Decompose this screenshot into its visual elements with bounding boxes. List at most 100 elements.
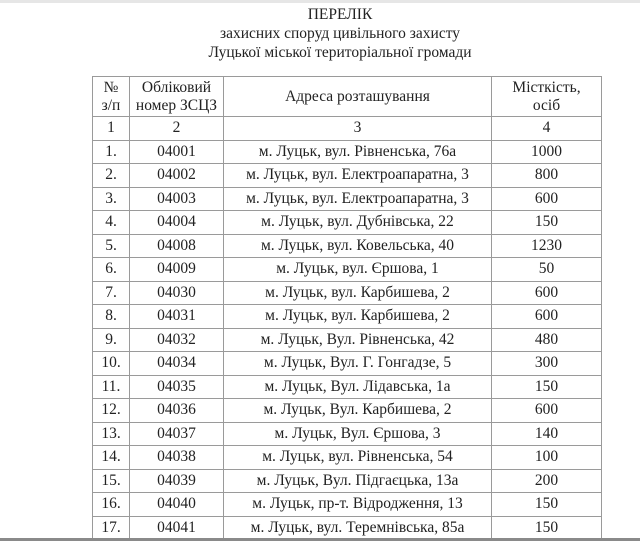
header-line: Адреса розташування — [285, 87, 430, 105]
address: м. Луцьк, вул. Карбишева, 2 — [223, 304, 492, 329]
table-row: 5. 04008 м. Луцьк, вул. Ковельська, 40 1230 — [92, 233, 602, 258]
table-row: 3. 04003 м. Луцьк, вул. Електроапаратна, 3… — [92, 186, 602, 211]
registry-number: 04041 — [129, 515, 224, 540]
registry-number: 04004 — [129, 210, 224, 235]
table-row: 10. 04034 м. Луцьк, Вул. Г. Гонгадзе, 5 300 — [92, 351, 602, 376]
registry-number: 04030 — [129, 280, 224, 305]
capacity: 300 — [491, 351, 602, 376]
registry-number: 04038 — [129, 445, 224, 470]
header-line: осіб — [532, 96, 561, 114]
shelters-table: № з/п Обліковий номер ЗСЦЗ Адреса розташуван… — [92, 76, 602, 540]
row-number: 5. — [92, 233, 130, 258]
table-row: 15. 04039 м. Луцьк, Вул. Підгаєцька, 13а 20… — [92, 468, 602, 493]
table-row: 6. 04009 м. Луцьк, вул. Єршова, 1 50 — [92, 257, 602, 282]
registry-number: 04040 — [129, 492, 224, 517]
address: м. Луцьк, вул. Теремнівська, 85а — [223, 515, 492, 540]
address: м. Луцьк, пр-т. Відродження, 13 — [223, 492, 492, 517]
row-number: 13. — [92, 421, 130, 446]
table-row: 9. 04032 м. Луцьк, Вул. Рівненська, 42 480 — [92, 327, 602, 352]
address: м. Луцьк, вул. Ковельська, 40 — [223, 233, 492, 258]
address: м. Луцьк, Вул. Карбишева, 2 — [223, 398, 492, 423]
row-number: 6. — [92, 257, 130, 282]
address: м. Луцьк, вул. Рівненська, 54 — [223, 445, 492, 470]
registry-number: 04037 — [129, 421, 224, 446]
address: м. Луцьк, вул. Електроапаратна, 3 — [223, 186, 492, 211]
address: м. Луцьк, вул. Єршова, 1 — [223, 257, 492, 282]
header-line: з/п — [101, 96, 121, 114]
column-number: 2 — [129, 116, 224, 141]
capacity: 600 — [491, 304, 602, 329]
capacity: 100 — [491, 445, 602, 470]
table-row: 11. 04035 м. Луцьк, Вул. Лідавська, 1а 150 — [92, 374, 602, 399]
row-number: 8. — [92, 304, 130, 329]
row-number: 17. — [92, 515, 130, 540]
registry-number: 04003 — [129, 186, 224, 211]
address: м. Луцьк, вул. Рівненська, 76а — [223, 139, 492, 164]
capacity: 150 — [491, 492, 602, 517]
capacity: 150 — [491, 210, 602, 235]
row-number: 16. — [92, 492, 130, 517]
registry-number: 04036 — [129, 398, 224, 423]
table-row: 4. 04004 м. Луцьк, вул. Дубнівська, 22 150 — [92, 210, 602, 235]
address: м. Луцьк, Вул. Єршова, 3 — [223, 421, 492, 446]
row-number: 2. — [92, 163, 130, 188]
capacity: 600 — [491, 398, 602, 423]
table-header-row: № з/п Обліковий номер ЗСЦЗ Адреса розташуван… — [92, 76, 602, 117]
header-address: Адреса розташування — [223, 76, 492, 117]
capacity: 150 — [491, 515, 602, 540]
row-number: 11. — [92, 374, 130, 399]
row-number: 1. — [92, 139, 130, 164]
capacity: 140 — [491, 421, 602, 446]
table-row: 17. 04041 м. Луцьк, вул. Теремнівська, 85а… — [92, 515, 602, 540]
table-row: 8. 04031 м. Луцьк, вул. Карбишева, 2 600 — [92, 304, 602, 329]
row-number: 10. — [92, 351, 130, 376]
column-number: 3 — [223, 116, 492, 141]
header-line: Місткість, — [512, 78, 581, 96]
registry-number: 04031 — [129, 304, 224, 329]
registry-number: 04039 — [129, 468, 224, 493]
capacity: 50 — [491, 257, 602, 282]
document-subtitle: захисних споруд цивільного захисту — [219, 25, 461, 42]
document-subtitle-2: Луцької міської територіальної громади — [208, 44, 472, 61]
header-capacity: Місткість, осіб — [491, 76, 602, 117]
address: м. Луцьк, Вул. Г. Гонгадзе, 5 — [223, 351, 492, 376]
address: м. Луцьк, Вул. Підгаєцька, 13а — [223, 468, 492, 493]
capacity: 150 — [491, 374, 602, 399]
header-line: № — [103, 78, 119, 96]
registry-number: 04001 — [129, 139, 224, 164]
row-number: 15. — [92, 468, 130, 493]
column-number: 4 — [491, 116, 602, 141]
row-number: 4. — [92, 210, 130, 235]
header-line: Обліковий — [141, 78, 212, 96]
capacity: 600 — [491, 280, 602, 305]
capacity: 480 — [491, 327, 602, 352]
registry-number: 04034 — [129, 351, 224, 376]
column-number: 1 — [92, 116, 130, 141]
table-row: 13. 04037 м. Луцьк, Вул. Єршова, 3 140 — [92, 421, 602, 446]
top-border — [0, 0, 640, 3]
row-number: 9. — [92, 327, 130, 352]
header-line: номер ЗСЦЗ — [135, 96, 218, 114]
capacity: 800 — [491, 163, 602, 188]
table-row: 1. 04001 м. Луцьк, вул. Рівненська, 76а 100… — [92, 139, 602, 164]
registry-number: 04008 — [129, 233, 224, 258]
row-number: 7. — [92, 280, 130, 305]
address: м. Луцьк, вул. Карбишева, 2 — [223, 280, 492, 305]
address: м. Луцьк, Вул. Лідавська, 1а — [223, 374, 492, 399]
registry-number: 04002 — [129, 163, 224, 188]
address: м. Луцьк, Вул. Рівненська, 42 — [223, 327, 492, 352]
address: м. Луцьк, вул. Дубнівська, 22 — [223, 210, 492, 235]
bottom-border — [0, 538, 640, 541]
capacity: 600 — [491, 186, 602, 211]
capacity: 1000 — [491, 139, 602, 164]
capacity: 1230 — [491, 233, 602, 258]
table-row: 14. 04038 м. Луцьк, вул. Рівненська, 54 100 — [92, 445, 602, 470]
registry-number: 04032 — [129, 327, 224, 352]
header-registry-number: Обліковий номер ЗСЦЗ — [129, 76, 224, 117]
table-row: 16. 04040 м. Луцьк, пр-т. Відродження, 13 1… — [92, 492, 602, 517]
row-number: 14. — [92, 445, 130, 470]
registry-number: 04035 — [129, 374, 224, 399]
table-row: 7. 04030 м. Луцьк, вул. Карбишева, 2 600 — [92, 280, 602, 305]
capacity: 200 — [491, 468, 602, 493]
